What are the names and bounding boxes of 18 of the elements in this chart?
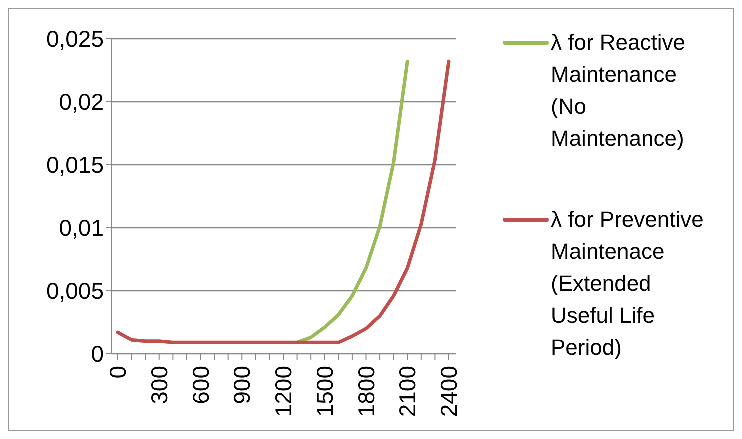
- x-tick-label: 1500: [312, 366, 338, 418]
- x-tick-label: 2100: [394, 366, 421, 418]
- x-tick-label: 300: [146, 366, 172, 404]
- y-tick-label: 0,01: [59, 215, 104, 242]
- y-tick-label: 0,015: [46, 152, 104, 178]
- x-tick-label: 1200: [270, 366, 296, 418]
- y-tick-label: 0,02: [59, 89, 104, 116]
- x-tick-label: 2400: [436, 366, 462, 418]
- legend-label: λ for Reactive Maintenance (No Maintenance): [551, 28, 686, 152]
- x-tick-label: 0: [105, 366, 131, 379]
- x-tick-label: 1800: [353, 366, 380, 418]
- legend-label: λ for Preventive Maintenace (Extended Useful Life Period): [551, 206, 705, 362]
- x-tick-label: 600: [188, 366, 214, 404]
- y-tick-label: 0,005: [46, 278, 104, 304]
- y-tick-label: 0: [91, 341, 104, 368]
- y-tick-label: 0,025: [46, 26, 104, 52]
- line-series: [116, 60, 451, 344]
- x-tick-label: 900: [229, 366, 256, 404]
